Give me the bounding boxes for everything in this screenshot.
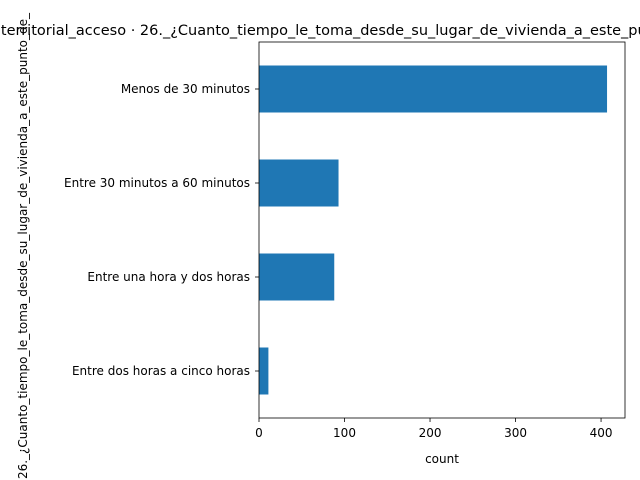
bar [259,159,339,207]
x-tick-label: 0 [255,426,263,440]
x-tick-label: 100 [333,426,356,440]
chart-title: territorial_acceso · 26._¿Cuanto_tiempo_… [1,23,640,39]
bar [259,65,608,113]
bar [259,253,335,301]
y-axis-label: 26._¿Cuanto_tiempo_le_toma_desde_su_luga… [16,12,30,479]
plot-frame [258,41,626,419]
bars-group [259,65,608,395]
category-label: Menos de 30 minutos [121,82,250,96]
category-label: Entre una hora y dos horas [87,270,250,284]
category-labels: Menos de 30 minutos Entre 30 minutos a 60… [64,82,259,378]
x-tick-label: 200 [419,426,442,440]
category-label: Entre dos horas a cinco horas [72,364,250,378]
bar [259,347,269,395]
x-ticks: 0 100 200 300 400 [255,418,613,440]
x-tick-label: 300 [504,426,527,440]
x-tick-label: 400 [590,426,613,440]
category-label: Entre 30 minutos a 60 minutos [64,176,250,190]
x-axis-label: count [425,452,459,466]
axes-frame [258,41,626,419]
